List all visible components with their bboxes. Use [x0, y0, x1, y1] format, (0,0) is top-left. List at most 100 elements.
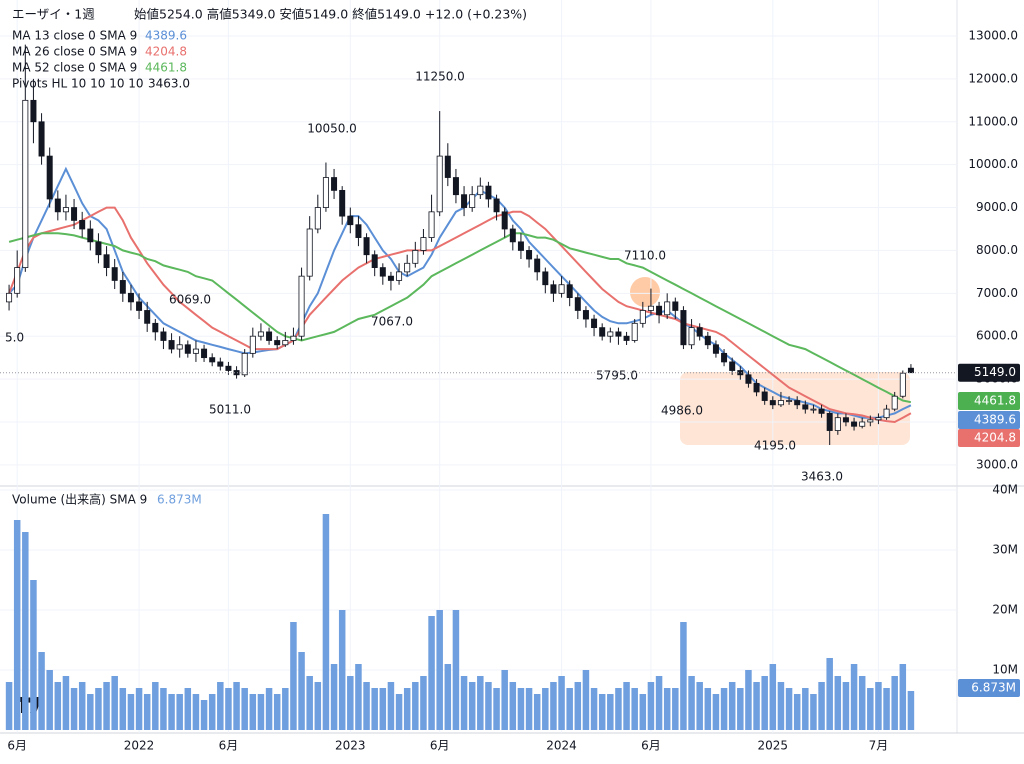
volume-bar — [135, 688, 143, 730]
candle-body — [298, 275, 305, 337]
volume-bar — [542, 688, 549, 730]
candle-body — [721, 352, 728, 363]
volume-bar — [143, 694, 151, 730]
candle-body — [639, 310, 646, 324]
candle-body — [331, 177, 338, 191]
volume-bar — [802, 688, 809, 730]
volume-bar — [891, 676, 898, 730]
volume-bar — [160, 688, 167, 730]
volume-bar — [78, 682, 86, 730]
candle-body — [501, 211, 508, 230]
volume-bar — [550, 682, 557, 730]
candle-body — [656, 305, 663, 316]
ma-badge-bg — [958, 392, 1020, 410]
volume-bar — [655, 676, 663, 730]
volume-bar — [745, 670, 752, 730]
y-tick-label: 9000.0 — [976, 200, 1018, 214]
grid — [0, 0, 957, 733]
candle-body — [631, 322, 638, 341]
candle-body — [712, 344, 719, 354]
volume-bar — [858, 676, 866, 730]
candle-body — [851, 421, 858, 427]
volume-bar — [785, 688, 793, 730]
highlight-circle — [630, 277, 660, 307]
volume-bar — [444, 664, 452, 730]
volume-bar — [867, 688, 874, 730]
volume-bar — [379, 688, 387, 730]
candle-body — [87, 228, 94, 243]
y-tick-label: 13000.0 — [968, 29, 1018, 43]
pivot-label: 3463.0 — [801, 470, 843, 484]
candle-body — [290, 335, 297, 341]
volume-bar — [712, 694, 720, 730]
candle-body — [534, 258, 541, 273]
candle-body — [672, 301, 679, 311]
volume-bar — [452, 610, 460, 730]
legend-value: 4204.8 — [145, 45, 187, 59]
candle-body — [452, 177, 459, 196]
pivot-label: 6069.0 — [169, 293, 211, 307]
candle-body — [363, 237, 370, 256]
pivot-label: 5795.0 — [596, 369, 638, 383]
candle-body — [818, 408, 825, 414]
candle-body — [493, 198, 500, 213]
candle-body — [233, 370, 240, 376]
candle-body — [810, 408, 817, 411]
volume-bar — [907, 691, 915, 730]
volume-bar — [306, 676, 313, 730]
candle-body — [566, 284, 573, 299]
volume-bar — [590, 688, 598, 730]
candle-body — [680, 310, 687, 346]
pivot-label: 7110.0 — [624, 249, 666, 263]
candle-body — [599, 327, 606, 337]
volume-bar — [95, 688, 102, 730]
candle-body — [688, 327, 695, 346]
candle-body — [842, 417, 849, 423]
volume-bar — [720, 688, 728, 730]
volume-bar — [485, 682, 492, 730]
candle-body — [623, 335, 630, 341]
candle-body — [891, 395, 898, 410]
legend-label: Pivots HL 10 10 10 10 — [12, 77, 144, 91]
candle-body — [322, 177, 329, 208]
candle-body — [899, 372, 906, 397]
candle-body — [745, 374, 752, 384]
candle-body — [355, 224, 362, 238]
pivot-label: 10050.0 — [307, 122, 357, 136]
volume-bar — [241, 688, 248, 730]
candle-body — [907, 367, 914, 374]
volume-badge-bg — [958, 679, 1020, 697]
volume-bar — [355, 664, 362, 730]
candle-body — [127, 292, 134, 303]
volume-bar — [566, 688, 573, 730]
y-tick-label: 12000.0 — [968, 71, 1018, 85]
volume-bar — [46, 670, 53, 730]
candle-body — [834, 417, 841, 431]
candle-body — [444, 155, 451, 178]
volume-bar — [704, 688, 712, 730]
candle-body — [160, 331, 167, 341]
candle-body — [306, 228, 313, 277]
volume-bar — [834, 676, 842, 730]
volume-bar — [647, 682, 655, 730]
candle-body — [201, 348, 208, 359]
candle-body — [152, 322, 159, 333]
volume-title: Volume (出来高) SMA 9 — [12, 492, 147, 507]
candle-body — [14, 267, 21, 294]
candle-body — [794, 400, 801, 406]
volume-bar — [761, 676, 768, 730]
volume-bar — [290, 622, 297, 730]
volume-bar — [777, 682, 785, 730]
volume-bar — [753, 682, 760, 730]
x-tick-label: 6月 — [430, 739, 450, 753]
volume-bar — [436, 610, 443, 730]
volume-bar — [403, 688, 411, 730]
candle-body — [412, 250, 419, 264]
volume-bar — [265, 688, 273, 730]
volume-bar — [468, 682, 476, 730]
candle-body — [883, 408, 890, 419]
pivot-label: 7067.0 — [371, 315, 413, 329]
candle-body — [542, 271, 549, 286]
volume-bar — [810, 694, 817, 730]
candle-body — [582, 310, 589, 320]
